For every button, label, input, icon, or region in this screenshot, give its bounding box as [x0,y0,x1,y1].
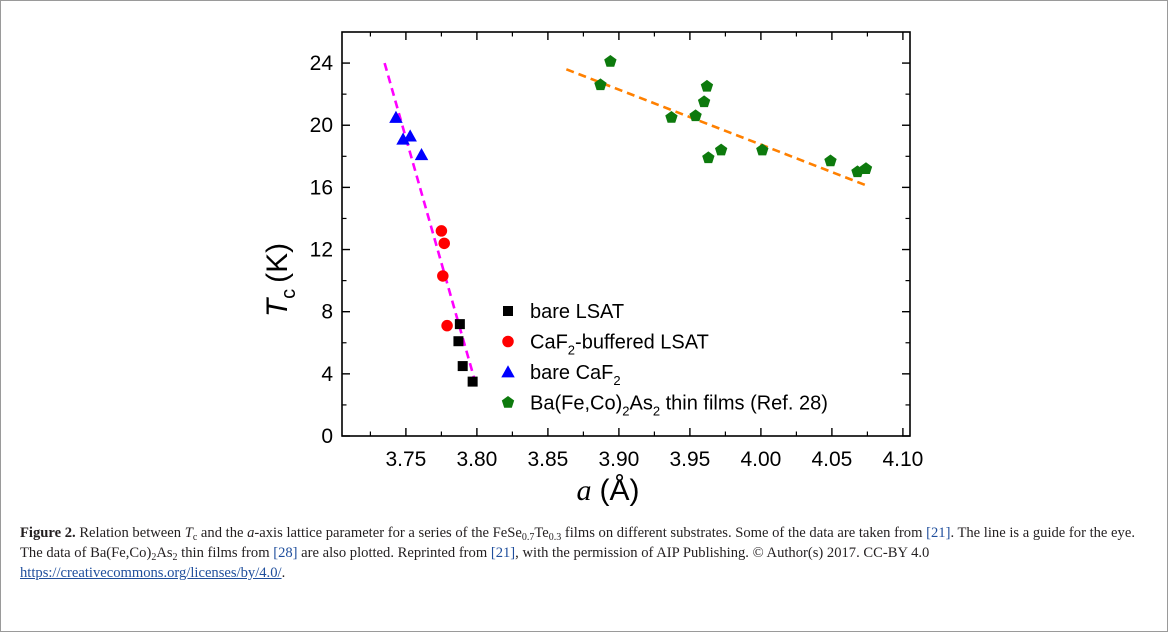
x-tick-label: 4.05 [811,448,852,471]
x-tick-label: 3.95 [669,448,710,471]
x-tick-label: 3.85 [527,448,568,471]
caption-tc-sub: c [192,532,198,543]
data-point-pentagon [702,151,715,164]
legend-marker-square [503,306,513,316]
y-tick-label: 20 [310,114,333,137]
data-point-triangle [414,148,429,161]
caption-a-var: a [247,525,255,541]
caption-tc-var: T [184,525,193,541]
data-point-triangle [396,132,410,145]
data-point-pentagon [604,55,617,67]
legend-label: Ba(Fe,Co)2As2 thin films (Ref. 28) [530,393,828,419]
caption-text: Te [534,525,549,541]
legend-marker-pentagon [501,396,515,408]
data-point-pentagon [756,143,769,156]
legend-label: CaF2-buffered LSAT [530,332,709,358]
data-point-pentagon [665,110,678,123]
caption-text: -axis lattice parameter for a series of … [254,525,522,541]
caption-text: films on different substrates. Some of t… [561,525,927,541]
figure-label: Figure 2. [20,525,76,541]
data-point-pentagon [594,78,607,91]
legend-marker-circle [502,335,514,348]
guide-line-1 [383,62,479,389]
figure-caption: Figure 2. Relation between Tc and the a-… [20,523,1150,583]
x-tick-label: 3.80 [456,448,497,471]
caption-sub: 2 [172,552,178,563]
data-point-pentagon [689,109,702,122]
scatter-chart: 3.75 3.80 3.85 3.90 3.95 4.00 4.05 4.10 0 4 8 12 16 2… [261,31,923,507]
caption-text: and the [197,525,248,541]
legend-label: bare CaF2 [530,362,621,388]
x-tick-label: 4.10 [882,448,923,471]
data-points [389,55,873,387]
caption-text: . The line is a guide for the eye. The d… [20,525,1135,561]
citation-link-28[interactable]: [28] [273,545,298,561]
legend-label: bare LSAT [530,301,624,323]
data-point-square [453,336,464,347]
caption-text: are also plotted. Reprinted from [297,545,491,561]
data-point-pentagon [714,143,728,156]
data-point-pentagon [697,95,711,108]
data-point-pentagon [859,162,873,174]
caption-text: thin films from [177,545,274,561]
caption-sub: 0.3 [548,532,562,543]
data-point-triangle [403,129,417,142]
guide-line-2 [565,68,868,188]
y-tick-label: 4 [321,363,333,386]
x-tick-label: 3.90 [598,448,639,471]
axes-layer: 3.75 3.80 3.85 3.90 3.95 4.00 4.05 4.10 0 4 8 12 16 2… [310,31,923,471]
legend-marker-triangle [501,365,515,378]
citation-link-21[interactable]: [21] [926,525,951,541]
x-tick-label: 3.75 [385,448,426,471]
y-axis-label: Tc(K) [261,243,300,317]
y-tick-label: 24 [310,52,334,75]
caption-text: . [281,565,286,581]
y-tick-label: 16 [310,176,333,199]
citation-link-21[interactable]: [21] [490,545,516,561]
license-link[interactable]: https://creativecommons.org/licenses/by/… [20,565,282,581]
y-tick-label: 8 [321,301,333,324]
x-tick-label: 4.00 [740,448,781,471]
caption-sub: 2 [151,552,157,563]
data-point-square [454,319,465,330]
legend: bare LSAT CaF2-buffered LSAT bare CaF2 Ba(F… [501,301,828,419]
guide-lines [383,62,868,389]
caption-sub: 0.7 [521,532,535,543]
data-point-circle [435,225,448,237]
data-point-square [467,376,478,387]
data-point-square [457,361,468,372]
plot-frame [341,31,911,437]
data-point-triangle [389,110,403,123]
data-point-circle [438,237,450,250]
caption-text: As [156,545,173,561]
x-axis-label: a (Å) [577,474,640,507]
y-tick-label: 0 [321,425,333,448]
caption-text: Relation between [75,525,185,541]
caption-text: , with the permission of AIP Publishing.… [515,545,930,561]
data-point-pentagon [700,79,714,92]
y-tick-label: 12 [310,239,333,262]
data-point-circle [441,319,453,332]
data-point-circle [437,270,449,282]
data-point-pentagon [824,154,837,167]
